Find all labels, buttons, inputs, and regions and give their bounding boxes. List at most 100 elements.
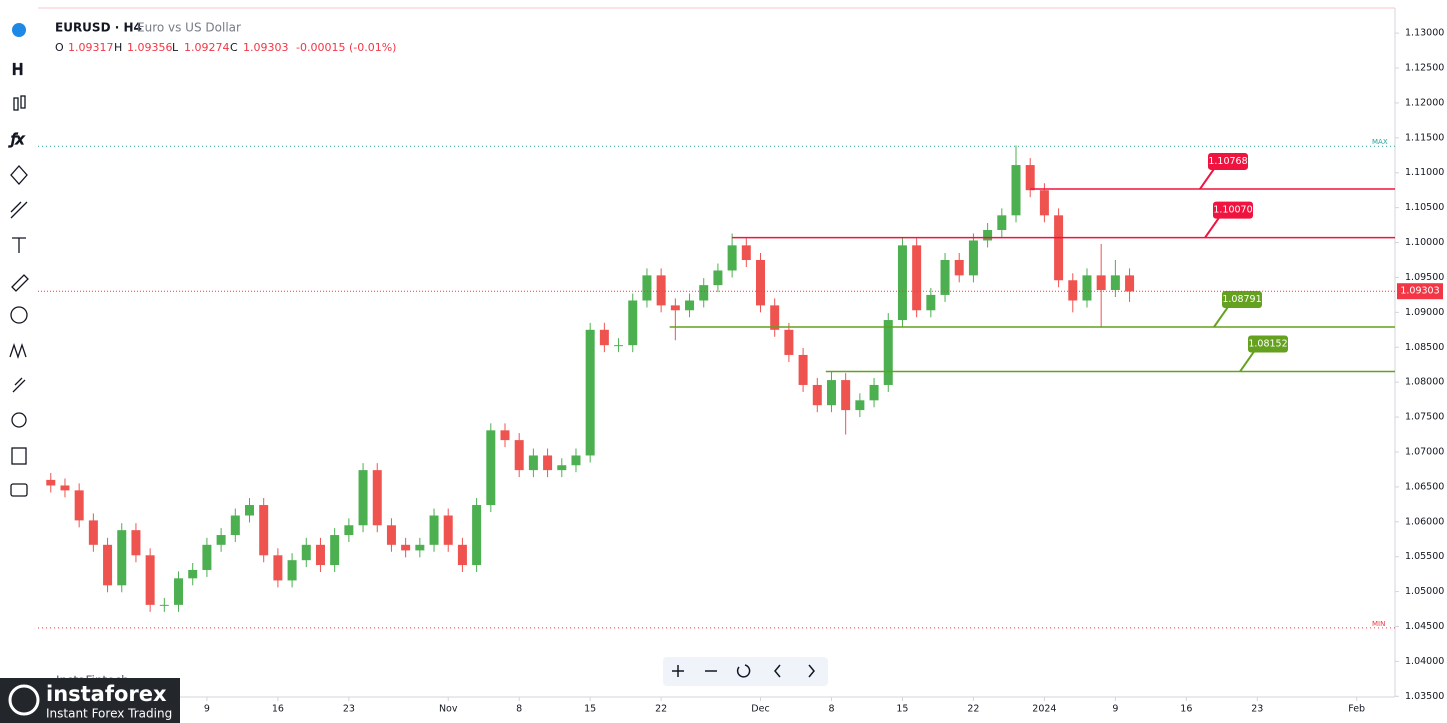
candle-body [472, 505, 482, 566]
level-label-box [1248, 335, 1288, 353]
x-tick-label: 16 [1180, 704, 1192, 715]
candle-body [1039, 190, 1049, 216]
candle-body [486, 430, 496, 506]
candle-body [117, 530, 127, 586]
candle-body [997, 215, 1007, 230]
scroll-left[interactable] [774, 664, 781, 678]
candle-body [614, 345, 624, 347]
screenshot-icon[interactable] [10, 483, 28, 497]
x-tick-label: 15 [584, 704, 596, 715]
reset[interactable] [736, 664, 751, 678]
candle-body [1082, 275, 1092, 301]
shape-icon[interactable] [10, 165, 28, 185]
y-tick-label: 1.12000 [1405, 97, 1444, 108]
x-tick-label: 23 [1251, 704, 1263, 715]
indicator-icon[interactable]: ƒx [7, 131, 25, 148]
level-label: 1.10768 [1208, 156, 1247, 167]
x-tick-label: 2024 [1032, 704, 1056, 715]
y-tick-label: 1.05000 [1405, 586, 1444, 597]
candle-body [841, 380, 851, 411]
candle-body [770, 305, 780, 330]
x-tick-label: Feb [1348, 704, 1365, 715]
x-tick-label: 22 [655, 704, 667, 715]
level-pointer [1213, 306, 1229, 328]
candle-body [457, 544, 467, 566]
brush-icon[interactable] [11, 274, 29, 292]
candle-body [174, 578, 184, 605]
candle-body [713, 270, 723, 286]
left-toolbar: H ƒx [7, 23, 29, 497]
y-tick-label: 1.03500 [1405, 691, 1444, 702]
candle-body [1025, 165, 1035, 191]
level-label: 1.10070 [1213, 205, 1252, 216]
candle-icon[interactable] [20, 95, 26, 109]
y-tick-label: 1.07000 [1405, 446, 1444, 457]
nav-buttons [663, 657, 828, 686]
candle-body [954, 260, 964, 276]
emoji-icon[interactable] [10, 306, 28, 324]
ohlc-value: 1.09317 [68, 41, 114, 54]
candle-body [1110, 275, 1120, 291]
candle-body [386, 525, 396, 545]
candle-body [60, 485, 70, 491]
ohlc-key: C [230, 41, 238, 54]
logo-mark [8, 684, 40, 716]
candle-body [131, 530, 141, 556]
candle-body [869, 384, 879, 401]
candle-body [855, 400, 865, 411]
ohlc-key: H [114, 41, 122, 54]
delete-icon[interactable] [11, 447, 27, 465]
candle-body [188, 569, 198, 579]
candle-body [798, 354, 808, 385]
candle-body [968, 240, 978, 276]
symbol-icon[interactable] [12, 23, 26, 37]
candle-body [642, 275, 652, 301]
candle-body [74, 490, 84, 521]
tagline: Instant Forex Trading [46, 707, 172, 721]
interval-icon[interactable]: H [11, 60, 24, 79]
hide-icon[interactable] [11, 412, 27, 428]
brand: instaforex [46, 682, 167, 706]
candle-body [46, 479, 56, 486]
y-tick-label: 1.11000 [1405, 167, 1444, 178]
candle-body [599, 329, 609, 346]
candle-body [1011, 165, 1021, 216]
candle-body [500, 430, 510, 441]
candle-body [557, 465, 567, 471]
pattern-icon[interactable] [9, 342, 27, 360]
x-tick-label: 9 [204, 704, 210, 715]
extreme-label: MAX [1372, 138, 1388, 146]
candle-body [685, 300, 695, 311]
x-tick-label: 15 [896, 704, 908, 715]
last-price-box [1397, 283, 1443, 300]
candle-body [259, 505, 269, 556]
y-tick-label: 1.10500 [1405, 202, 1444, 213]
logo-box [0, 678, 180, 723]
fib-icon[interactable] [10, 201, 28, 219]
magnet-icon[interactable] [12, 377, 26, 393]
extreme-label: MIN [1372, 620, 1385, 628]
nav-bar [663, 657, 828, 686]
candle-icon[interactable] [13, 97, 19, 111]
ohlc-key: L [172, 41, 179, 54]
candle-body [940, 260, 950, 295]
level-pointer [1199, 168, 1215, 190]
candle-body [103, 544, 113, 586]
y-tick-label: 1.09500 [1405, 272, 1444, 283]
candle-body [741, 245, 751, 261]
candle-body [1068, 280, 1078, 301]
candle-body [145, 555, 155, 605]
y-tick-label: 1.05500 [1405, 551, 1444, 562]
candle-body [244, 505, 254, 516]
level-label-box [1213, 201, 1253, 219]
description: Euro vs US Dollar [137, 21, 241, 35]
candle-body [826, 380, 836, 406]
candle-body [585, 329, 595, 456]
x-tick-label: Dec [751, 704, 769, 715]
scroll-right[interactable] [808, 664, 815, 678]
y-tick-label: 1.09000 [1405, 307, 1444, 318]
level-label-box [1222, 290, 1262, 308]
candle-body [784, 329, 794, 355]
zoom-in[interactable] [672, 665, 684, 677]
text-icon[interactable] [12, 237, 26, 253]
